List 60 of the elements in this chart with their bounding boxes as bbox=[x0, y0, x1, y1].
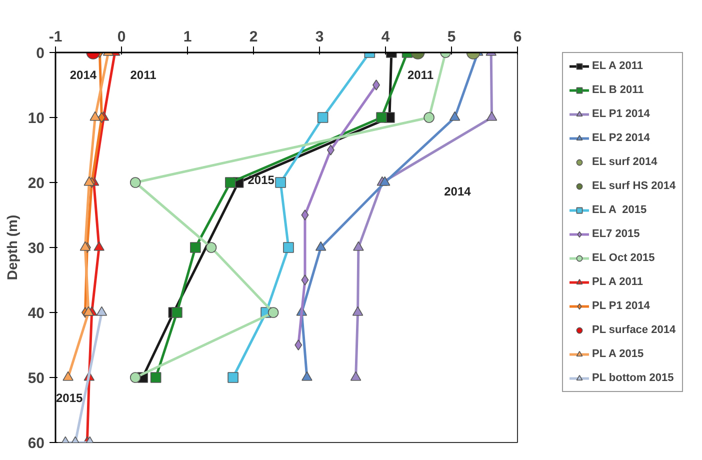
legend-label: PL surface 2014 bbox=[592, 324, 676, 336]
y-tick-label: 0 bbox=[36, 45, 44, 62]
x-tick-label: 6 bbox=[513, 28, 522, 46]
y-tick-label: 20 bbox=[28, 175, 45, 192]
point bbox=[62, 371, 74, 381]
point bbox=[302, 371, 312, 381]
x-tick-label: 3 bbox=[315, 28, 324, 46]
annotation: 2011 bbox=[130, 68, 157, 82]
annotation: 2014 bbox=[444, 184, 472, 198]
x-tick-label: 0 bbox=[117, 28, 126, 46]
legend-label: EL surf HS 2014 bbox=[592, 180, 676, 192]
annotation: 2014 bbox=[70, 68, 97, 82]
legend-label: EL P2 2014 bbox=[592, 132, 650, 144]
point bbox=[130, 177, 141, 188]
legend-label: PL P1 2014 bbox=[592, 300, 650, 312]
x-tick-label: 4 bbox=[381, 28, 390, 46]
x-tick-label: 1 bbox=[183, 28, 192, 46]
annotation: 2015 bbox=[248, 172, 275, 187]
y-tick-label: 10 bbox=[28, 110, 45, 127]
legend-label: PL A 2011 bbox=[592, 276, 643, 288]
legend-label: PL A 2015 bbox=[592, 348, 644, 360]
point bbox=[317, 112, 328, 123]
legend-label: EL surf 2014 bbox=[592, 156, 658, 168]
legend-label: EL7 2015 bbox=[592, 228, 640, 240]
y-tick-label: 50 bbox=[28, 370, 45, 387]
legend-label: EL A 2011 bbox=[592, 60, 643, 72]
x-tick-label: 2 bbox=[249, 28, 258, 46]
x-tick-label: -1 bbox=[48, 28, 62, 46]
point bbox=[301, 210, 309, 220]
point bbox=[225, 177, 236, 188]
point bbox=[98, 112, 106, 123]
legend-label: PL bottom 2015 bbox=[592, 372, 674, 384]
point bbox=[376, 112, 387, 123]
point bbox=[83, 306, 94, 316]
point bbox=[275, 177, 286, 188]
annotation: 2011 bbox=[407, 68, 434, 82]
x-tick-label: 5 bbox=[447, 28, 456, 46]
y-tick-label: 30 bbox=[28, 240, 45, 257]
point bbox=[315, 241, 326, 251]
point bbox=[301, 274, 309, 286]
point bbox=[206, 242, 217, 253]
point bbox=[283, 242, 294, 253]
y-tick-label: 60 bbox=[28, 435, 45, 452]
legend-label: EL Oct 2015 bbox=[592, 252, 655, 264]
point bbox=[172, 307, 182, 318]
point bbox=[268, 307, 279, 318]
point bbox=[190, 242, 201, 253]
point bbox=[352, 306, 364, 316]
point bbox=[353, 241, 364, 251]
y-axis-title: Depth (m) bbox=[4, 214, 20, 280]
legend-label: EL A 2015 bbox=[592, 204, 647, 216]
point bbox=[424, 112, 434, 123]
y-tick-label: 40 bbox=[28, 305, 45, 322]
legend-label: EL B 2011 bbox=[592, 84, 644, 96]
point bbox=[94, 241, 104, 251]
point bbox=[80, 241, 91, 251]
point bbox=[326, 144, 334, 156]
point bbox=[350, 371, 362, 381]
point bbox=[96, 306, 108, 316]
legend-label: EL P1 2014 bbox=[592, 108, 650, 120]
